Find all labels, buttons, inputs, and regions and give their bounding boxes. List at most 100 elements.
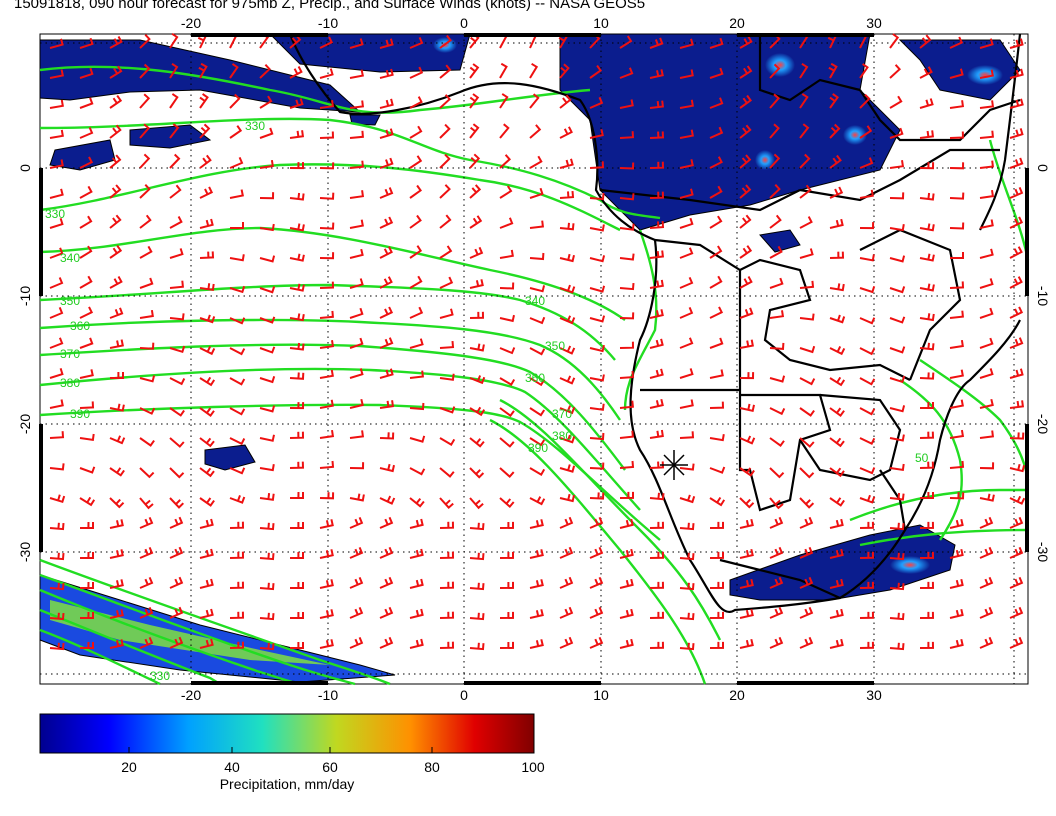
wind-barb bbox=[859, 521, 875, 529]
contour-labels: 330 330 340 350 360 370 380 390 340 350 … bbox=[45, 119, 929, 683]
contour-label: 350 bbox=[60, 294, 80, 308]
wind-barb bbox=[139, 214, 152, 229]
wind-barb bbox=[919, 372, 935, 380]
wind-barb bbox=[439, 611, 455, 619]
wind-barb bbox=[349, 577, 364, 589]
wind-barb bbox=[529, 285, 546, 293]
wind-barb bbox=[559, 434, 576, 444]
wind-barb bbox=[199, 283, 215, 292]
wind-barb bbox=[469, 497, 484, 510]
wind-barb bbox=[199, 578, 214, 589]
wind-barb bbox=[769, 375, 786, 383]
wind-barb bbox=[589, 315, 606, 323]
wind-barb bbox=[859, 437, 876, 446]
wind-barb bbox=[439, 341, 455, 349]
wind-barb bbox=[199, 314, 216, 324]
wind-barb bbox=[679, 99, 694, 109]
wind-barb bbox=[319, 609, 334, 619]
wind-barb bbox=[859, 347, 876, 356]
wind-barb bbox=[889, 552, 905, 561]
wind-barb bbox=[49, 38, 64, 49]
wind-barb bbox=[499, 551, 514, 559]
wind-barb bbox=[889, 375, 906, 384]
wind-barb bbox=[709, 156, 723, 169]
wind-barb bbox=[829, 218, 844, 229]
wind-barb bbox=[79, 185, 93, 199]
wind-barb bbox=[79, 433, 95, 442]
wind-barb bbox=[949, 578, 964, 589]
wind-barb bbox=[979, 219, 994, 229]
wind-barb bbox=[289, 98, 304, 109]
wind-barb bbox=[619, 131, 635, 139]
wind-barb bbox=[799, 93, 809, 109]
wind-barb bbox=[679, 522, 695, 531]
wind-barb bbox=[289, 162, 304, 170]
wind-barb bbox=[679, 494, 696, 504]
wind-barb bbox=[1009, 216, 1024, 229]
wind-barb bbox=[439, 308, 454, 319]
wind-barb bbox=[769, 63, 781, 79]
map-title: 15091818, 090 hour forecast for 975mb Z,… bbox=[14, 0, 646, 12]
wind-barb bbox=[769, 277, 784, 289]
coastlines bbox=[288, 33, 1022, 613]
wind-barb bbox=[619, 638, 634, 649]
wind-barb bbox=[1009, 246, 1023, 259]
wind-barb bbox=[529, 467, 546, 476]
wind-barb bbox=[649, 461, 665, 469]
wind-barb bbox=[169, 216, 183, 229]
wind-barb bbox=[259, 346, 276, 354]
wind-barb bbox=[739, 124, 752, 139]
wind-barb bbox=[349, 248, 364, 259]
wind-barb bbox=[739, 372, 755, 380]
wind-barb bbox=[949, 310, 964, 319]
wind-barb bbox=[649, 250, 665, 259]
height-contours bbox=[39, 65, 1030, 686]
contour-label: 360 bbox=[70, 319, 90, 333]
wind-barb bbox=[409, 245, 423, 259]
wind-barb bbox=[259, 127, 274, 139]
wind-barb bbox=[199, 518, 214, 529]
wind-barb bbox=[589, 255, 606, 263]
wind-barb bbox=[739, 638, 754, 649]
wind-barb bbox=[529, 377, 546, 387]
wind-barb bbox=[259, 159, 274, 169]
wind-barb bbox=[889, 612, 905, 621]
wind-barb bbox=[679, 582, 695, 591]
wind-barb bbox=[319, 429, 335, 439]
wind-barb bbox=[739, 94, 752, 109]
wind-barb bbox=[739, 578, 754, 589]
wind-barb bbox=[559, 345, 576, 355]
wind-barb bbox=[529, 496, 546, 506]
wind-barb bbox=[229, 254, 245, 262]
wind-barb bbox=[829, 578, 844, 589]
wind-barb bbox=[709, 369, 724, 379]
precip-colorbar bbox=[39, 713, 535, 754]
wind-barb bbox=[199, 154, 212, 169]
wind-barb bbox=[769, 123, 780, 139]
axis-ticks bbox=[39, 33, 1029, 685]
wind-barb bbox=[949, 638, 964, 649]
wind-barb bbox=[499, 123, 510, 139]
contour-label: 340 bbox=[60, 251, 80, 265]
wind-barb bbox=[559, 636, 574, 649]
wind-barb bbox=[49, 129, 64, 139]
wind-barb bbox=[919, 98, 934, 109]
wind-barb bbox=[799, 636, 814, 649]
contour-label: 370 bbox=[60, 347, 80, 361]
wind-barb bbox=[829, 497, 845, 507]
wind-barb bbox=[619, 99, 634, 109]
wind-barb bbox=[439, 153, 451, 169]
wind-barb bbox=[379, 463, 395, 473]
wind-barb bbox=[379, 368, 394, 379]
lat-label-left: -20 bbox=[17, 414, 33, 434]
wind-barb bbox=[409, 338, 424, 349]
wind-barb bbox=[889, 316, 906, 324]
wind-barb bbox=[229, 641, 245, 649]
wind-barb bbox=[409, 155, 423, 169]
wind-barb bbox=[709, 245, 723, 259]
wind-barb bbox=[559, 126, 573, 139]
wind-barb bbox=[289, 130, 305, 139]
wind-barb bbox=[529, 519, 544, 529]
lon-label-bottom: 20 bbox=[729, 687, 745, 703]
wind-barb bbox=[499, 347, 516, 355]
